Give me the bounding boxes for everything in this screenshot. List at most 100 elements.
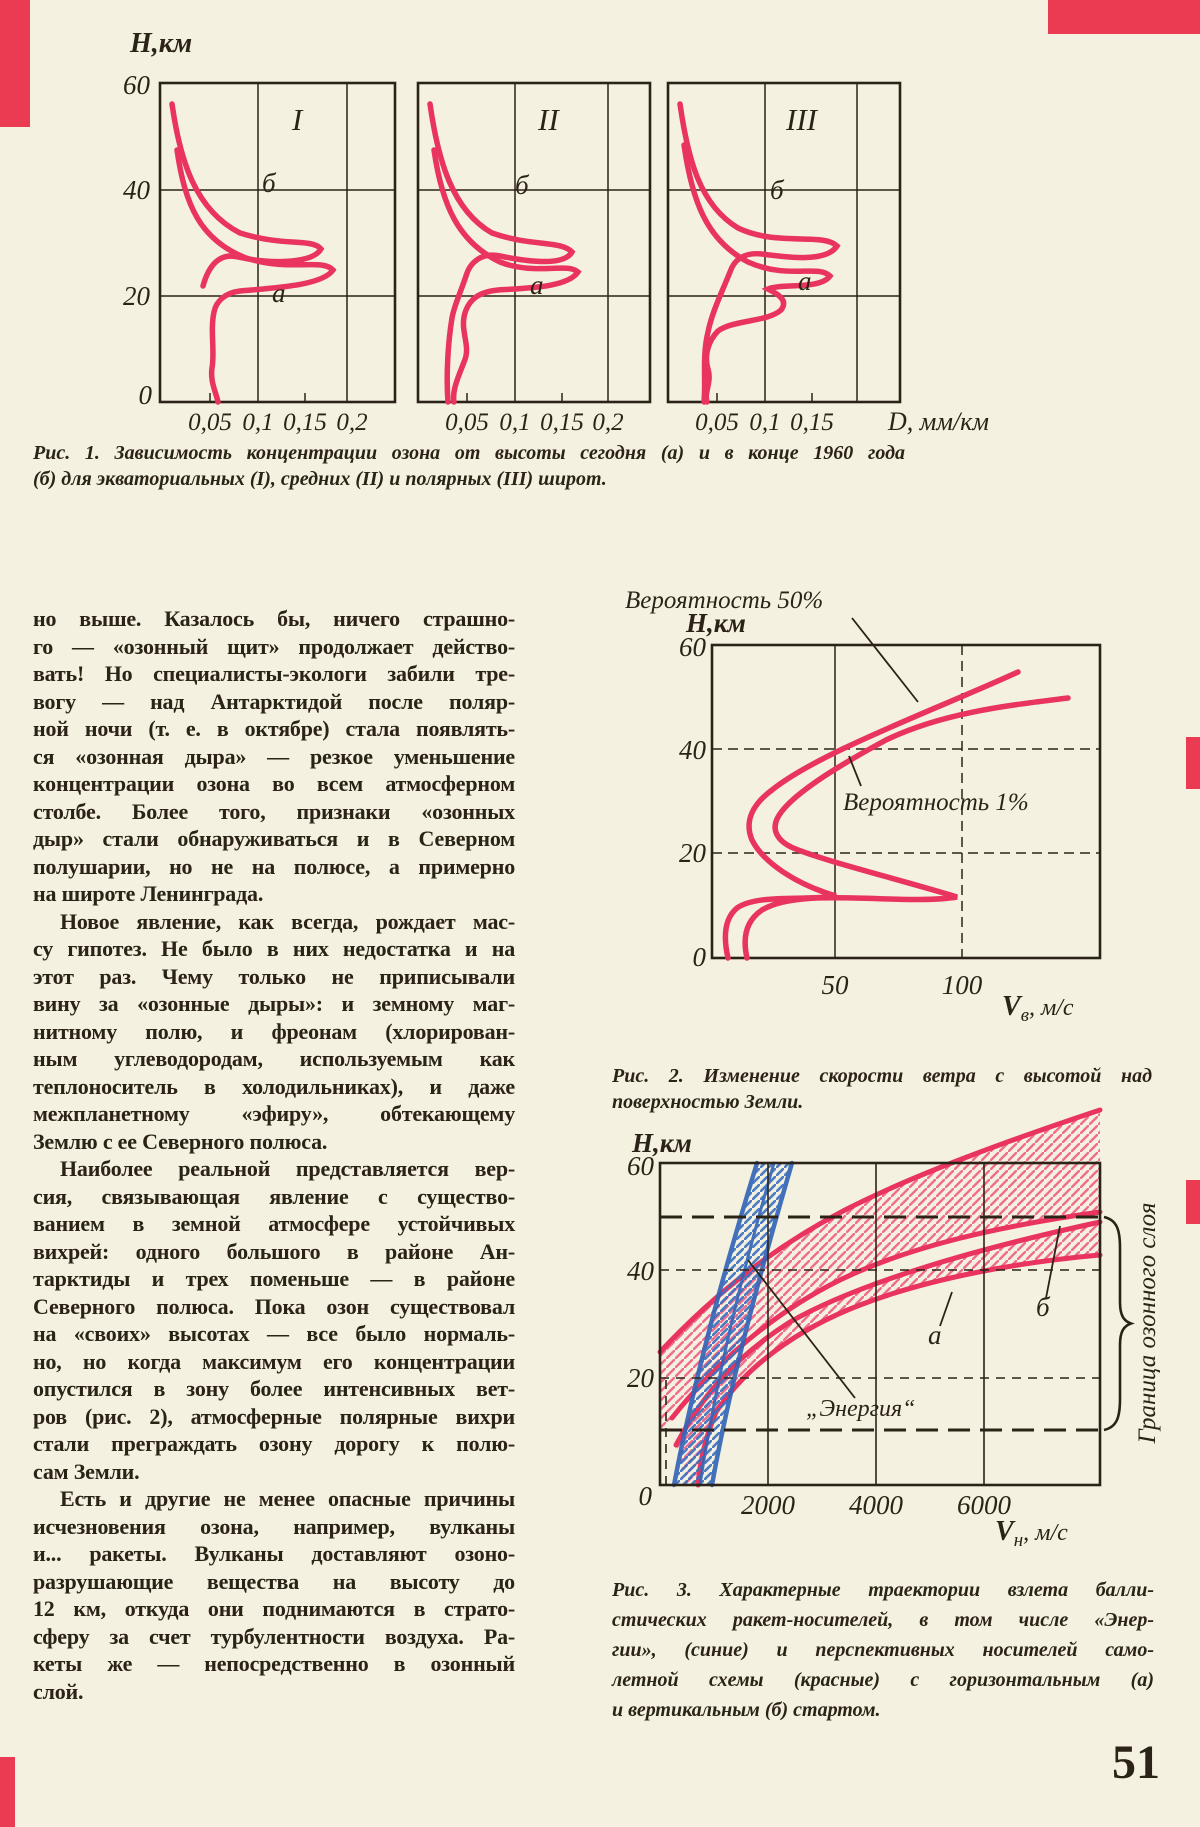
fig1-panel2-frame xyxy=(416,81,652,404)
fig2-frame xyxy=(710,643,1102,960)
fig2-curve-p1 xyxy=(742,695,1071,961)
article-line: 12 км, откуда они поднимаются в страто- xyxy=(33,1596,515,1621)
fig3-x-unit: Vн, м/с xyxy=(995,1516,1068,1551)
caption-line: летной схемы (красные) с горизонтальным … xyxy=(612,1669,1154,1691)
caption-line: Рис. 1. Зависимость концентрации озона о… xyxy=(33,442,905,464)
article-line: Наиболее реальной представляется вер- xyxy=(60,1156,515,1181)
fig3-ozone-boundary-lines xyxy=(660,1215,1100,1432)
article-line: ся «озонная дыра» — резкое уменьшение xyxy=(33,743,515,769)
fig3-label-energia: „Энергия“ xyxy=(806,1396,916,1422)
article-line: разрушающие вещества на высоту до xyxy=(33,1568,515,1594)
svg-text:0,15: 0,15 xyxy=(283,409,327,436)
fig1-panel2-label-a: а xyxy=(530,270,544,300)
fig2-y-axis-label: Н,км xyxy=(685,608,746,638)
article-line: полушарии, но не на полюсе, а примерно xyxy=(33,853,515,879)
fig2-caption: Рис. 2. Изменение скорости ветра с высот… xyxy=(612,1063,1152,1115)
fig3-caption: Рис. 3. Характерные траектории взлета ба… xyxy=(612,1575,1154,1725)
article-line: вогу — над Антарктидой после поляр- xyxy=(33,688,515,714)
fig2-ytick-60: 60 xyxy=(679,632,707,662)
print-mark-bottom-left xyxy=(0,1757,15,1827)
article-line: Северного полюса. Пока озон существовал xyxy=(33,1293,515,1319)
fig1-panel1-curve-b xyxy=(169,101,325,289)
fig1-panel1-curve-a xyxy=(174,147,337,405)
fig2-ytick-0: 0 xyxy=(693,942,707,972)
fig3-ytick-40: 40 xyxy=(627,1256,655,1286)
fig1-panel1-label-b: б xyxy=(262,168,277,198)
article-line: исчезновения озона, например, вулканы xyxy=(33,1513,515,1539)
caption-line: Рис. 3. Характерные траектории взлета ба… xyxy=(612,1579,1154,1601)
fig1-panel2-label-b: б xyxy=(515,170,530,200)
article-line: но, но когда максимум его концентрации xyxy=(33,1348,515,1374)
fig1-gridlines xyxy=(160,83,900,402)
fig1-panel3-curve-b xyxy=(677,101,841,405)
svg-text:0,1: 0,1 xyxy=(499,409,530,436)
fig3-ozone-brace xyxy=(1103,1215,1135,1432)
print-mark-right-2 xyxy=(1186,1180,1200,1224)
fig3-leader-lines xyxy=(747,1225,1061,1399)
fig1-panel3-curve-a xyxy=(681,142,834,405)
fig3-xtick-6000: 6000 xyxy=(957,1490,1012,1520)
fig2-curve-p50 xyxy=(722,669,1021,961)
fig1-ytick-40: 40 xyxy=(123,175,151,205)
article-line: вихрей: одного большого в районе Ан- xyxy=(33,1238,515,1264)
fig1-panel3-numeral: III xyxy=(785,102,819,137)
article-line: ным углеводородам, используемым как xyxy=(33,1046,515,1071)
article-line: ной ночи (т. е. в октябре) стала появлят… xyxy=(33,716,515,741)
fig1-panel2-numeral: II xyxy=(537,102,560,137)
print-mark-right-1 xyxy=(1186,737,1200,789)
print-mark-top-right xyxy=(1048,0,1200,34)
fig3-origin: 0 xyxy=(639,1481,653,1511)
article-line: сферу за счет турбулентности воздуха. Ра… xyxy=(33,1623,515,1649)
article-line: межпланетному «эфиру», обтекающему xyxy=(33,1101,515,1126)
fig1-ytick-0: 0 xyxy=(139,380,153,410)
svg-text:0,05: 0,05 xyxy=(695,409,739,436)
article-line: су гипотез. Не было в них недостатка и н… xyxy=(33,936,515,961)
article-line: столбе. Более того, признаки «озонных xyxy=(33,798,515,824)
article-line: сам Земли. xyxy=(33,1458,140,1484)
svg-text:0,15: 0,15 xyxy=(540,409,584,436)
caption-line: стических ракет-носителей, в том числе «… xyxy=(612,1609,1154,1631)
article-line: слой. xyxy=(33,1678,84,1704)
article-line: сия, связывающая явление с существо- xyxy=(33,1183,515,1209)
caption-line: гии», (синие) и перспективных носителей … xyxy=(612,1639,1154,1661)
fig3-label-a: а xyxy=(928,1320,942,1350)
article-line: кеты же — непосредственно в озонный xyxy=(33,1651,515,1676)
article-line: тарктиды и трех поменьше — в районе xyxy=(33,1266,515,1291)
fig2-leader-lines xyxy=(848,617,919,787)
fig1-ytick-60: 60 xyxy=(123,70,151,100)
fig2-ytick-40: 40 xyxy=(679,735,707,765)
fig2-xtick-100: 100 xyxy=(942,970,983,1000)
svg-text:0,1: 0,1 xyxy=(749,409,780,436)
article-text-column: но выше. Казалось бы, ничего страшно-го … xyxy=(33,605,515,1705)
svg-text:0,05: 0,05 xyxy=(188,409,232,436)
fig1-x-tick-labels: 0,05 0,1 0,15 0,2 0,05 0,1 0,15 0,2 0,05… xyxy=(188,409,834,436)
fig3-frame xyxy=(658,1161,1102,1487)
fig1-ytick-20: 20 xyxy=(123,281,151,311)
fig1-caption: Рис. 1. Зависимость концентрации озона о… xyxy=(33,440,905,492)
fig3-y-axis-label: Н,км xyxy=(631,1128,692,1158)
article-line: стали преграждать озону дорогу к полю- xyxy=(33,1431,515,1456)
fig3-xtick-2000: 2000 xyxy=(741,1490,796,1520)
fig3-xtick-4000: 4000 xyxy=(849,1490,904,1520)
fig3-ozone-boundary-label: Граница озонного слоя xyxy=(1134,1203,1161,1445)
caption-line: и вертикальным (б) стартом. xyxy=(612,1699,881,1721)
article-line: теплоноситель в холодильниках), и даже xyxy=(33,1073,515,1099)
article-line: этот раз. Чему только не приписывали xyxy=(33,963,515,989)
fig1-panel1-numeral: I xyxy=(291,102,304,137)
fig2-label-probability-50: Вероятность 50% xyxy=(625,587,823,614)
print-mark-top-left xyxy=(0,0,30,127)
caption-line: поверхностью Земли. xyxy=(612,1091,804,1113)
article-line: и... ракеты. Вулканы доставляют озоно- xyxy=(33,1541,515,1566)
article-line: концентрации озона во всем атмосферном xyxy=(33,771,515,796)
fig3-blue-band xyxy=(671,1160,795,1488)
article-line: дыр» стали обнаруживаться и в Северном xyxy=(33,826,515,851)
article-line: Землю с ее Северного полюса. xyxy=(33,1128,328,1154)
fig1-chart: Н,км 60 40 20 0 I II III б а б а б а 0,0… xyxy=(123,28,989,436)
article-line: ванием в земной атмосфере устойчивых xyxy=(33,1211,515,1236)
fig1-panel1-frame xyxy=(158,81,397,404)
svg-text:0,2: 0,2 xyxy=(336,409,367,436)
fig3-label-b: б xyxy=(1036,1292,1051,1322)
article-line: ров (рис. 2), атмосферные полярные вихри xyxy=(33,1403,515,1429)
fig3-ytick-20: 20 xyxy=(627,1363,655,1393)
